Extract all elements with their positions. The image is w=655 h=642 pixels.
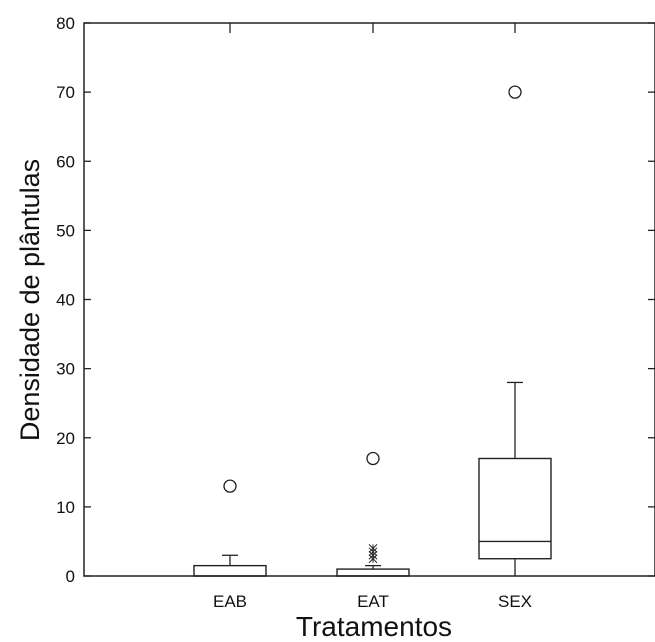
- y-axis-title: Densidade de plântulas: [15, 159, 45, 441]
- box-eab: [193, 479, 267, 577]
- y-tick-label-2: 20: [56, 429, 75, 448]
- y-tick-label-7: 70: [56, 83, 75, 102]
- box-sex: [478, 85, 552, 576]
- x-tick-label-eab: EAB: [213, 592, 247, 611]
- box-rect-eab: [193, 564, 267, 577]
- boxes-group: [193, 85, 552, 577]
- plot-frame: [83, 22, 655, 577]
- y-tick-label-5: 50: [56, 221, 75, 240]
- y-tick-label-6: 60: [56, 152, 75, 171]
- box-eat: [336, 451, 410, 577]
- y-tick-label-1: 10: [56, 498, 75, 517]
- outlier-eab-0: [223, 479, 237, 493]
- x-tick-label-sex: SEX: [498, 592, 532, 611]
- outlier-eat-0: [366, 451, 380, 466]
- y-tick-label-4: 40: [56, 291, 75, 310]
- outlier-sex-0: [508, 85, 522, 99]
- y-tick-label-3: 30: [56, 360, 75, 379]
- y-tick-label-8: 80: [56, 14, 75, 33]
- box-rect-eat: [336, 568, 410, 577]
- x-tick-label-eat: EAT: [357, 592, 389, 611]
- y-axis: 0 10 20 30 40 50 60 70 80: [56, 14, 655, 586]
- y-tick-label-0: 0: [66, 567, 75, 586]
- box-rect-sex: [478, 457, 552, 560]
- x-axis: EAB EAT SEX: [213, 23, 532, 611]
- x-axis-title: Tratamentos: [296, 611, 452, 642]
- far-outlier-eat-3: [368, 543, 378, 553]
